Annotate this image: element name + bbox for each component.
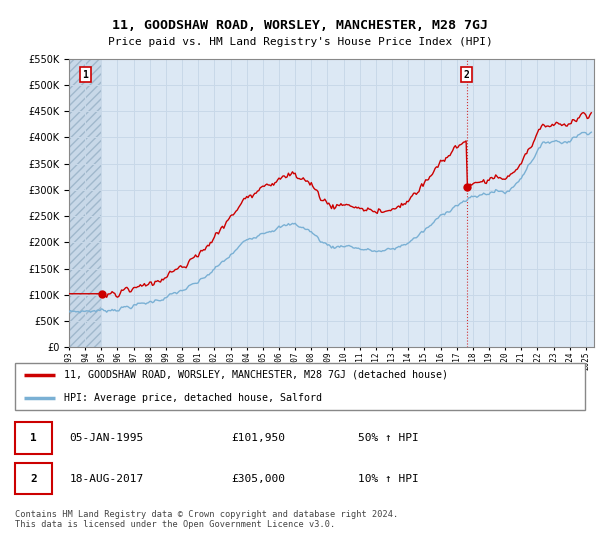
Text: 1: 1 — [30, 433, 37, 443]
Text: 50% ↑ HPI: 50% ↑ HPI — [358, 433, 418, 443]
Text: 10% ↑ HPI: 10% ↑ HPI — [358, 474, 418, 483]
Text: Price paid vs. HM Land Registry's House Price Index (HPI): Price paid vs. HM Land Registry's House … — [107, 37, 493, 47]
FancyBboxPatch shape — [15, 463, 52, 494]
Text: HPI: Average price, detached house, Salford: HPI: Average price, detached house, Salf… — [64, 393, 322, 403]
Text: 18-AUG-2017: 18-AUG-2017 — [70, 474, 144, 483]
FancyBboxPatch shape — [15, 363, 585, 409]
Text: £305,000: £305,000 — [231, 474, 285, 483]
Text: £101,950: £101,950 — [231, 433, 285, 443]
Text: 1: 1 — [82, 69, 88, 80]
Text: 2: 2 — [30, 474, 37, 483]
Text: Contains HM Land Registry data © Crown copyright and database right 2024.
This d: Contains HM Land Registry data © Crown c… — [15, 510, 398, 529]
FancyBboxPatch shape — [15, 422, 52, 454]
Text: 11, GOODSHAW ROAD, WORSLEY, MANCHESTER, M28 7GJ: 11, GOODSHAW ROAD, WORSLEY, MANCHESTER, … — [112, 18, 488, 32]
Bar — [69, 59, 102, 347]
Text: 05-JAN-1995: 05-JAN-1995 — [70, 433, 144, 443]
Text: 11, GOODSHAW ROAD, WORSLEY, MANCHESTER, M28 7GJ (detached house): 11, GOODSHAW ROAD, WORSLEY, MANCHESTER, … — [64, 370, 448, 380]
Text: 2: 2 — [464, 69, 470, 80]
